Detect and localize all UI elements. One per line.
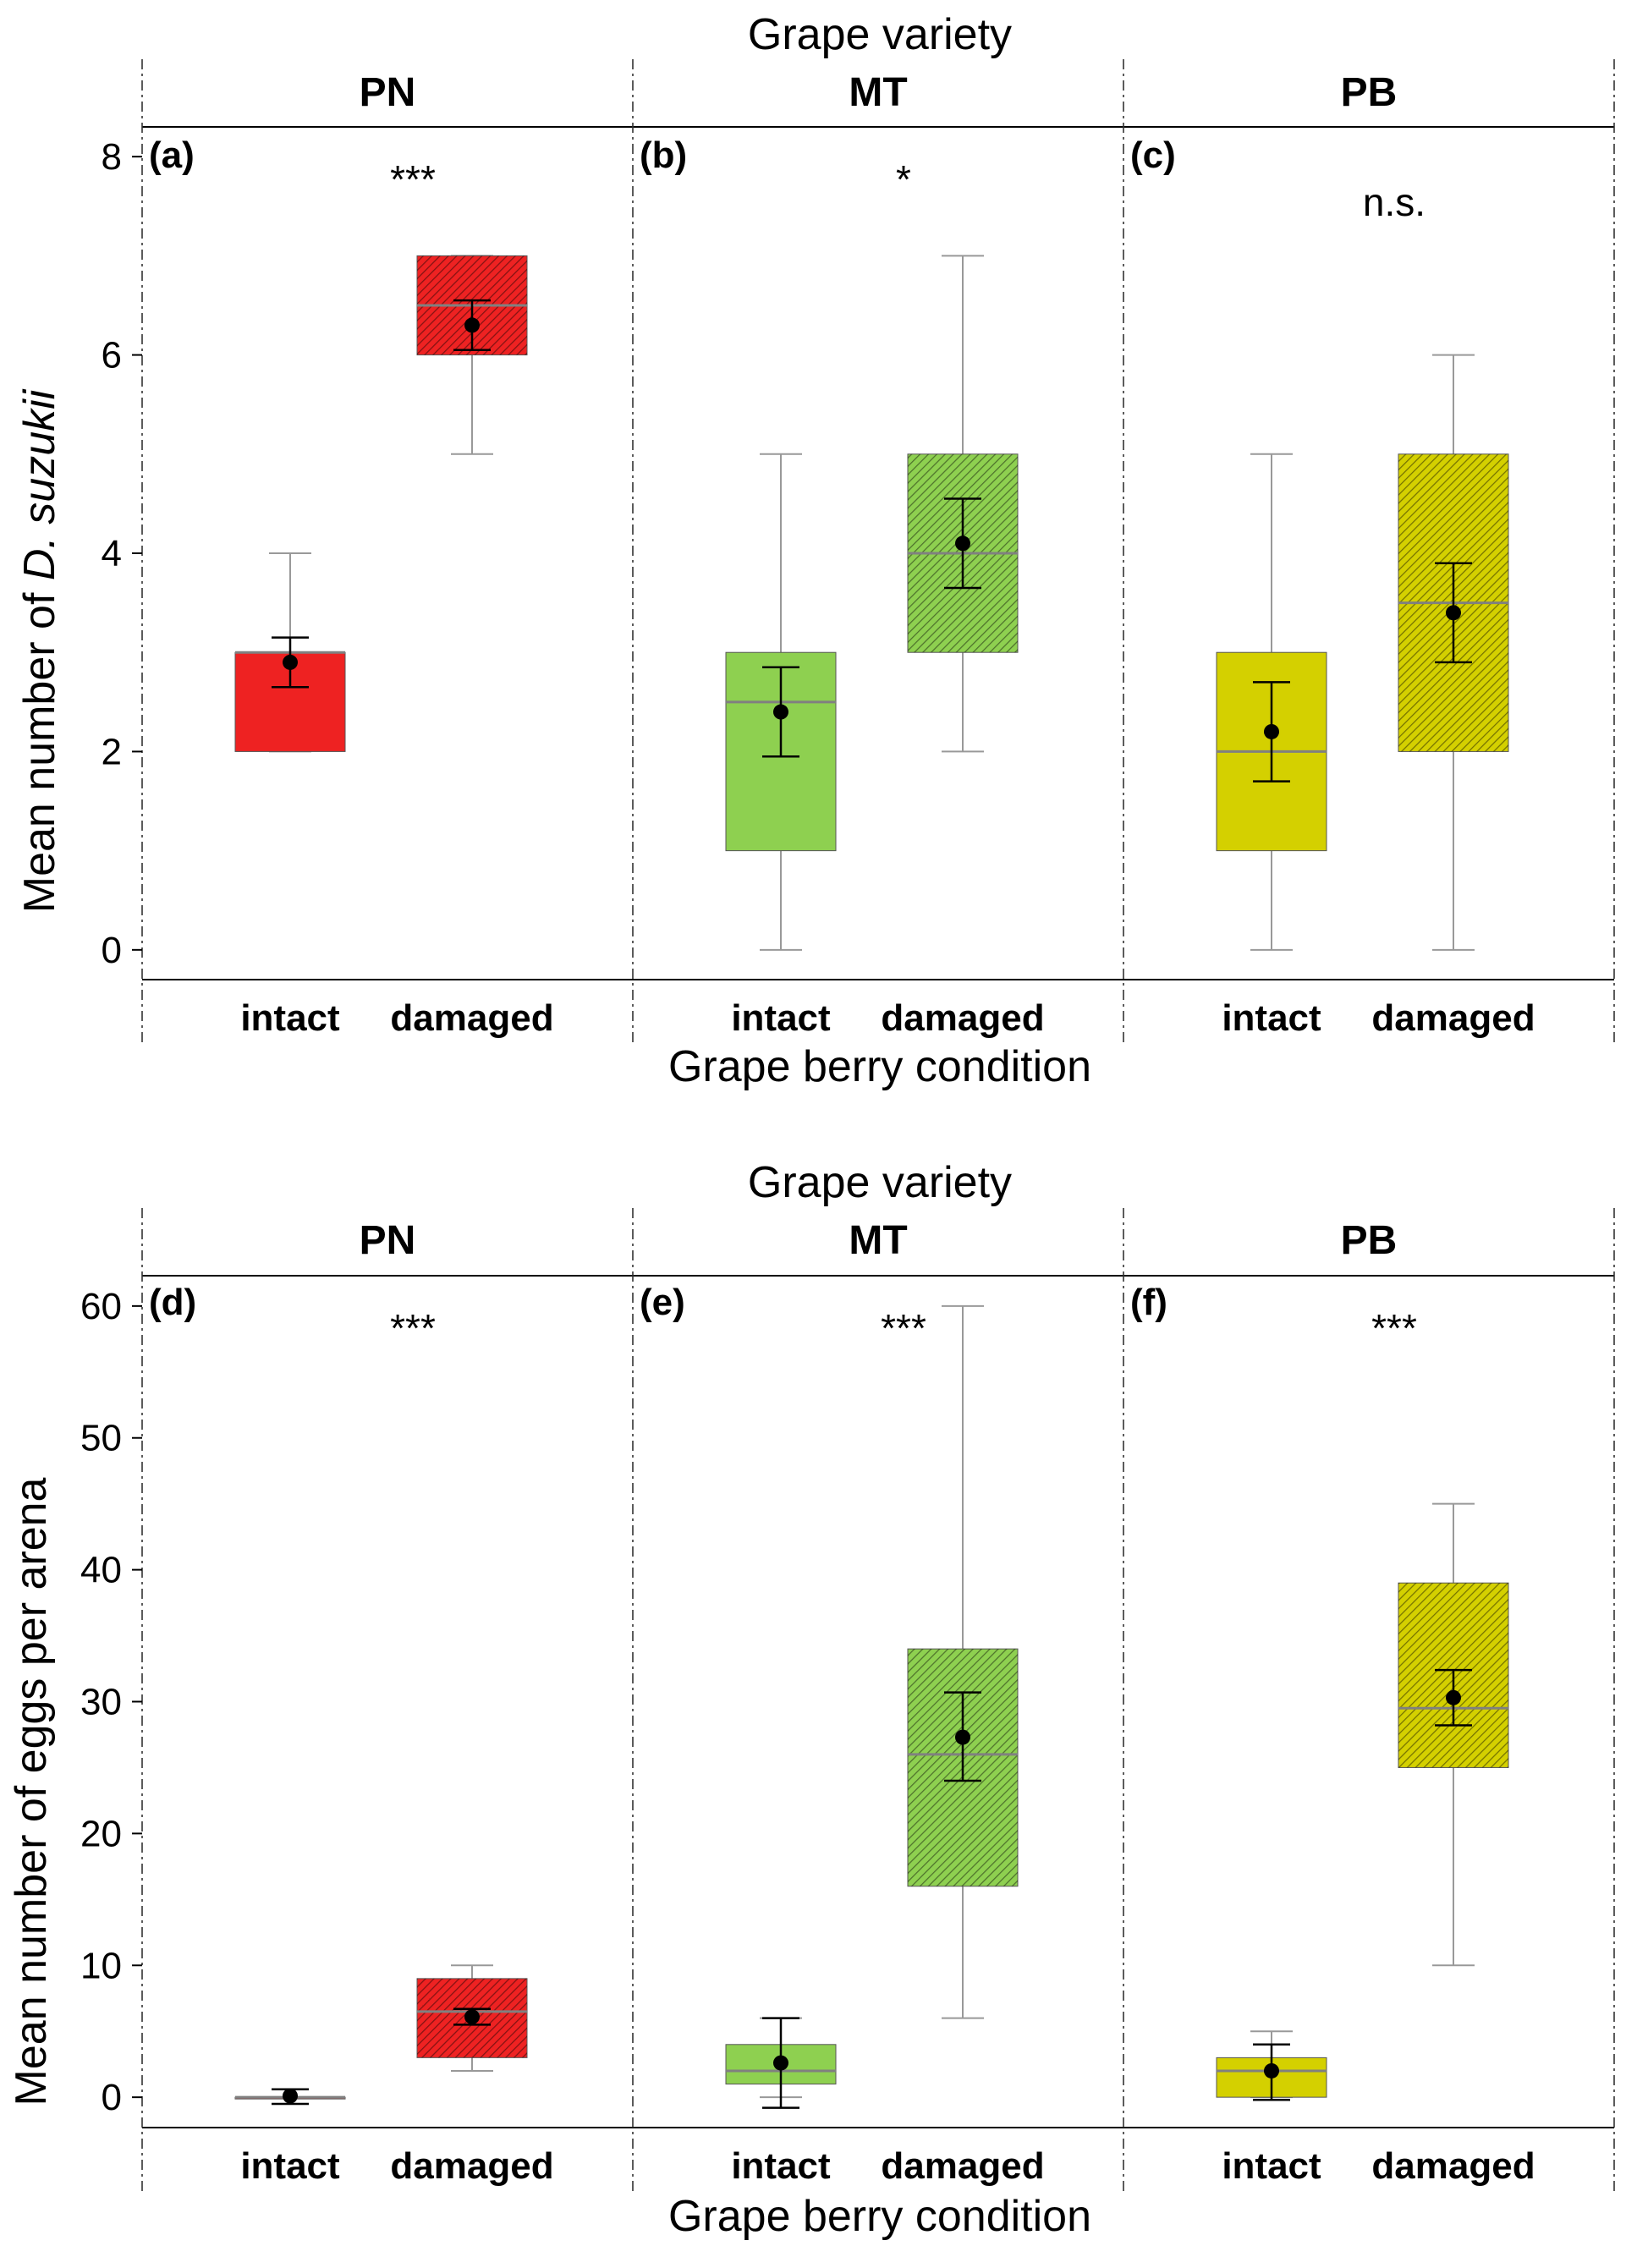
- mean-point: [955, 1729, 970, 1745]
- mean-point: [1264, 2062, 1279, 2079]
- significance-label: ***: [881, 1306, 926, 1350]
- mean-point: [1446, 1689, 1461, 1705]
- y-tick-label: 40: [80, 1550, 122, 1591]
- y-tick-label: 30: [80, 1682, 122, 1723]
- chart-bottom-frame: [141, 1208, 1615, 2195]
- category-label: intact: [731, 997, 831, 1039]
- category-label: intact: [240, 2145, 340, 2187]
- significance-label: n.s.: [1363, 180, 1426, 224]
- chart-top-xlabel: Grape berry condition: [668, 1042, 1091, 1091]
- category-label: intact: [731, 2145, 831, 2187]
- chart-top-frame: [141, 59, 1615, 1045]
- box-damaged: damaged: [881, 1304, 1045, 2187]
- panel-pb: PB (c) n.s. intact damaged: [1130, 70, 1535, 1039]
- panel-variety-label: PN: [360, 1218, 416, 1263]
- panel-letter: (b): [640, 135, 687, 176]
- y-tick-label: 0: [102, 930, 122, 971]
- significance-label: *: [896, 157, 911, 201]
- category-label: damaged: [881, 997, 1044, 1039]
- panel-letter: (e): [640, 1282, 685, 1323]
- chart-top-title: Grape variety: [748, 10, 1012, 59]
- y-tick-label: 20: [80, 1813, 122, 1854]
- category-label: intact: [240, 997, 340, 1039]
- mean-point: [464, 317, 480, 333]
- chart-top-ylabel: Mean number of D. suzukii: [15, 388, 64, 913]
- chart-bottom-y-axis: 0 10 20 30 40 50 60: [80, 1286, 142, 2118]
- chart-bottom-panels: PN (d) *** intact damaged MT (e) *** intact damag…: [149, 1218, 1535, 2187]
- chart-bottom-mean-number-of-eggs: Grape variety Grape berry condition Mean…: [7, 1158, 1615, 2241]
- panel-variety-label: PB: [1341, 70, 1398, 115]
- y-tick-label: 60: [80, 1286, 122, 1327]
- chart-bottom-ylabel-text: Mean number of eggs per arena: [7, 1477, 56, 2106]
- y-tick-label: 0: [102, 2077, 122, 2118]
- panel-letter: (d): [149, 1282, 196, 1323]
- box-intact: intact: [234, 552, 346, 1039]
- category-label: damaged: [1371, 2145, 1535, 2187]
- chart-top-panels: PN (a) *** intact damaged MT (b) * intact damaged…: [149, 70, 1535, 1039]
- category-label: damaged: [881, 2145, 1044, 2187]
- y-tick-label: 50: [80, 1418, 122, 1459]
- y-tick-label: 4: [102, 533, 122, 574]
- box-damaged: damaged: [1371, 1502, 1535, 2187]
- panel-pb: PB (f) *** intact damaged: [1130, 1218, 1535, 2187]
- box-intact: intact: [234, 2088, 346, 2187]
- mean-point: [773, 704, 788, 720]
- panel-variety-label: PB: [1341, 1218, 1398, 1263]
- box-intact: intact: [1216, 2030, 1327, 2187]
- box-intact: intact: [725, 453, 837, 1039]
- box-intact: intact: [1216, 453, 1327, 1039]
- panel-variety-label: MT: [849, 1218, 907, 1263]
- chart-top-ylabel-species: D. suzukii: [15, 388, 64, 580]
- chart-top-mean-number-of-d-suzukii: Grape variety Grape berry condition Mean…: [15, 10, 1615, 1091]
- panel-letter: (f): [1130, 1282, 1167, 1323]
- significance-label: ***: [1371, 1306, 1417, 1350]
- panel-pn: PN (a) *** intact damaged: [149, 70, 554, 1039]
- box-damaged: damaged: [390, 1964, 554, 2187]
- y-tick-label: 10: [80, 1945, 122, 1986]
- panel-variety-label: PN: [360, 70, 416, 115]
- chart-bottom-title: Grape variety: [748, 1158, 1012, 1207]
- y-tick-label: 2: [102, 731, 122, 772]
- box-damaged: damaged: [881, 255, 1045, 1039]
- category-label: damaged: [1371, 997, 1535, 1039]
- significance-label: ***: [390, 1306, 436, 1350]
- category-label: damaged: [390, 2145, 553, 2187]
- category-label: intact: [1222, 2145, 1321, 2187]
- mean-point: [283, 654, 298, 670]
- mean-point: [1264, 723, 1279, 739]
- box-intact: intact: [725, 2017, 837, 2187]
- mean-point: [773, 2055, 788, 2071]
- chart-top-ylabel-text: Mean number of: [15, 580, 64, 913]
- panel-mt: MT (b) * intact damaged: [640, 70, 1045, 1039]
- category-label: damaged: [390, 997, 553, 1039]
- panel-mt: MT (e) *** intact damaged: [640, 1218, 1045, 2187]
- category-label: intact: [1222, 997, 1321, 1039]
- mean-point: [283, 2088, 298, 2104]
- panel-pn: PN (d) *** intact damaged: [149, 1218, 554, 2187]
- panel-letter: (a): [149, 135, 195, 176]
- y-tick-label: 6: [102, 335, 122, 376]
- chart-bottom-xlabel: Grape berry condition: [668, 2192, 1091, 2241]
- box-damaged: damaged: [390, 255, 554, 1039]
- panel-variety-label: MT: [849, 70, 907, 115]
- chart-top-y-axis: 0 2 4 6 8: [102, 136, 142, 971]
- y-tick-label: 8: [102, 136, 122, 178]
- mean-point: [955, 535, 970, 552]
- mean-point: [1446, 605, 1461, 621]
- panel-letter: (c): [1130, 135, 1176, 176]
- box-damaged: damaged: [1371, 354, 1535, 1039]
- chart-bottom-ylabel: Mean number of eggs per arena: [7, 1477, 56, 2106]
- significance-label: ***: [390, 157, 436, 201]
- mean-point: [464, 2009, 480, 2025]
